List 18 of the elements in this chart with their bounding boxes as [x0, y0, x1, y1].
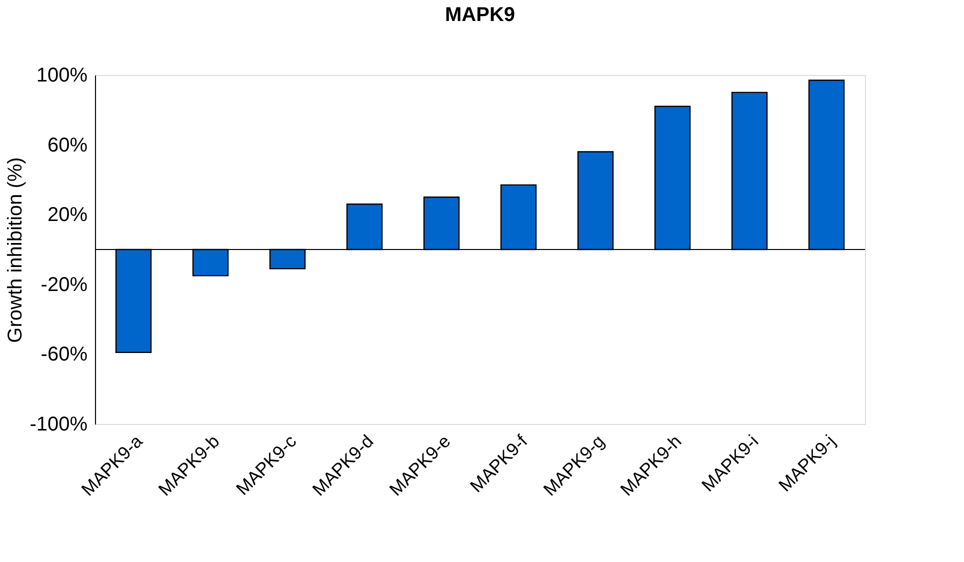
y-tick-label: 20% [47, 204, 88, 226]
y-tick-label: 100% [36, 64, 88, 86]
y-tick-label: -100% [30, 414, 88, 436]
bar [731, 92, 768, 250]
y-axis-title: Growth inhibition (%) [4, 157, 27, 343]
bar [269, 248, 306, 270]
chart-title: MAPK9 [444, 4, 516, 26]
y-tick-label: -20% [40, 274, 88, 296]
bar [192, 248, 229, 276]
bar [423, 196, 460, 250]
bar [115, 248, 152, 354]
y-tick-label: 60% [47, 134, 88, 156]
bar [577, 151, 614, 250]
bar [346, 204, 383, 250]
y-tick-label: -60% [40, 344, 88, 366]
bar [808, 80, 845, 250]
bar [500, 184, 537, 250]
bar [654, 106, 691, 250]
